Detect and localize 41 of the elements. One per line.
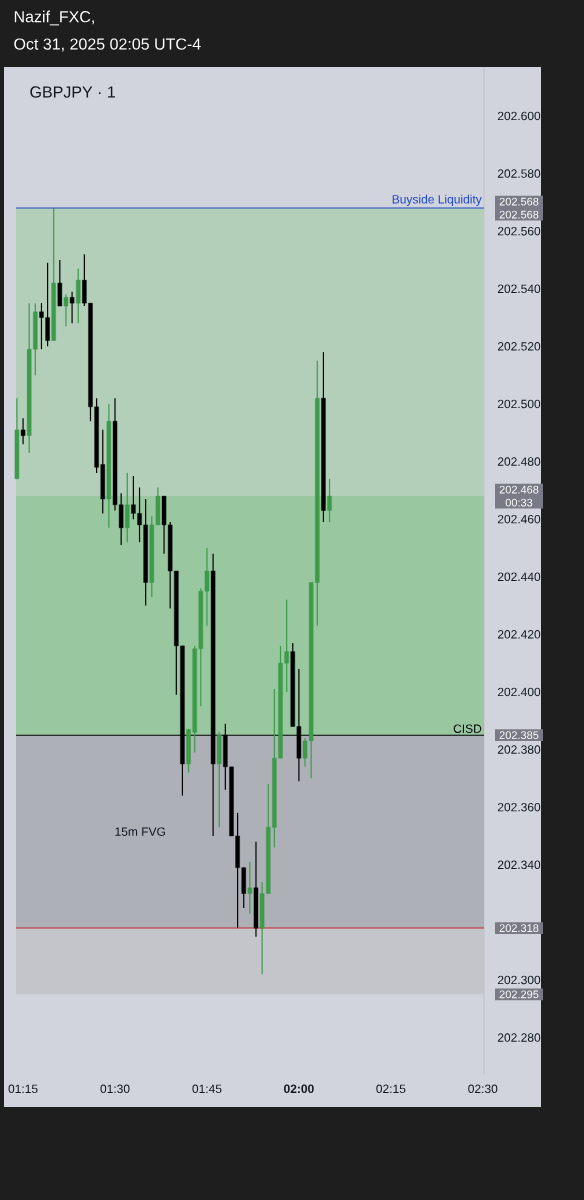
y-tick-label: 202.560 bbox=[497, 226, 541, 236]
y-tick-label: 202.318 bbox=[499, 924, 539, 933]
ref-line-label: CISD bbox=[453, 724, 482, 733]
y-tick-label: 202.468 00:33 bbox=[499, 485, 539, 507]
y-tick-label: 202.400 bbox=[497, 687, 541, 697]
x-tick-label: 01:15 bbox=[8, 1084, 38, 1094]
x-tick-label: 01:45 bbox=[192, 1084, 222, 1094]
candlestick bbox=[125, 472, 130, 543]
candlestick bbox=[247, 861, 253, 915]
y-tick-label: 202.500 bbox=[497, 399, 541, 409]
candlestick bbox=[76, 267, 81, 324]
y-tick-label: 202.520 bbox=[497, 342, 541, 351]
y-tick-label: 202.280 bbox=[497, 1033, 541, 1042]
y-tick-label: 202.600 bbox=[497, 111, 541, 121]
y-tick-label: 202.300 bbox=[497, 975, 541, 985]
y-tick-label: 202.420 bbox=[497, 630, 541, 639]
y-tick-label: 202.568 202.568 bbox=[499, 197, 539, 219]
ref-line-label: Buyside Liquidity bbox=[392, 194, 482, 206]
x-tick-label: 02:15 bbox=[376, 1084, 406, 1094]
y-tick-label: 202.295 bbox=[499, 990, 539, 999]
x-tick-label: 01:30 bbox=[100, 1084, 130, 1094]
text: Oct 31, 2025 02:05 UTC-4 bbox=[14, 38, 201, 52]
y-tick-label: 202.340 bbox=[497, 860, 541, 869]
y-tick-label: 202.385 bbox=[499, 731, 539, 740]
text: GBPJPY · 1 bbox=[30, 86, 115, 98]
candlestick bbox=[63, 293, 69, 327]
band-label: 15m FVG bbox=[115, 827, 165, 836]
x-tick-label: 02:00 bbox=[284, 1084, 314, 1094]
y-tick-label: 202.480 bbox=[497, 457, 541, 466]
y-tick-label: 202.440 bbox=[497, 572, 541, 581]
text: Nazif_FXC, bbox=[14, 10, 94, 26]
candlestick bbox=[57, 259, 63, 307]
candlestick bbox=[327, 478, 332, 523]
y-tick-label: 202.460 bbox=[497, 514, 541, 524]
y-tick-label: 202.580 bbox=[497, 169, 541, 178]
candlestick bbox=[69, 291, 75, 324]
y-tick-label: 202.540 bbox=[497, 284, 541, 293]
x-tick-label: 02:30 bbox=[468, 1084, 498, 1094]
y-tick-label: 202.380 bbox=[497, 745, 541, 754]
candlestick bbox=[20, 417, 26, 445]
y-tick-label: 202.360 bbox=[497, 802, 541, 812]
